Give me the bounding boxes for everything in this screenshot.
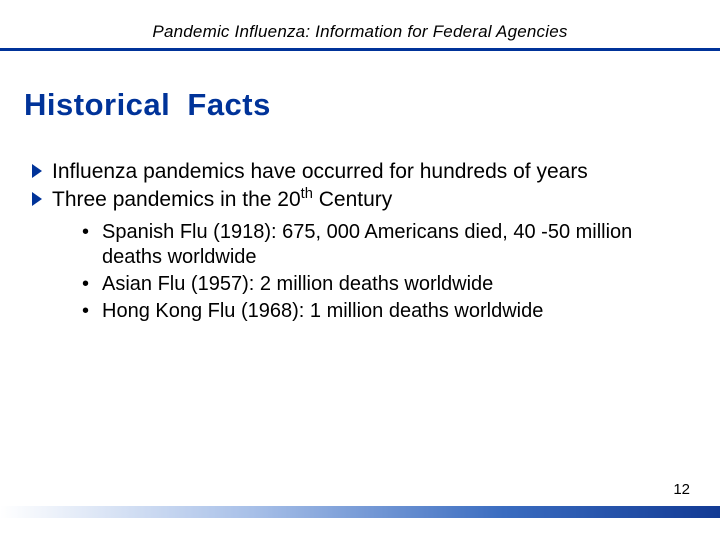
slide-content: Influenza pandemics have occurred for hu… [0, 123, 720, 324]
bullet-item: Influenza pandemics have occurred for hu… [32, 159, 692, 185]
page-number: 12 [673, 481, 690, 498]
slide-title: Historical Facts [0, 51, 720, 123]
header-title: Pandemic Influenza: Information for Fede… [0, 22, 720, 42]
bullet-item: Three pandemics in the 20th Century [32, 187, 692, 213]
bullet-text: Influenza pandemics have occurred for hu… [52, 160, 588, 183]
bullet-text-pre: Three pandemics in the 20 [52, 188, 301, 211]
sub-bullet-text: Hong Kong Flu (1968): 1 million deaths w… [102, 300, 543, 322]
sub-bullet-text: Asian Flu (1957): 2 million deaths world… [102, 273, 493, 295]
slide-header: Pandemic Influenza: Information for Fede… [0, 0, 720, 42]
footer-gradient-bar [0, 506, 720, 518]
sub-bullet-item: Hong Kong Flu (1968): 1 million deaths w… [82, 299, 692, 324]
sub-bullet-item: Asian Flu (1957): 2 million deaths world… [82, 272, 692, 297]
sub-bullet-list: Spanish Flu (1918): 675, 000 Americans d… [32, 216, 692, 324]
bullet-superscript: th [301, 186, 313, 202]
sub-bullet-item: Spanish Flu (1918): 675, 000 Americans d… [82, 220, 692, 270]
sub-bullet-text: Spanish Flu (1918): 675, 000 Americans d… [102, 221, 632, 268]
bullet-text-post: Century [313, 188, 392, 211]
main-bullet-list: Influenza pandemics have occurred for hu… [32, 159, 692, 214]
